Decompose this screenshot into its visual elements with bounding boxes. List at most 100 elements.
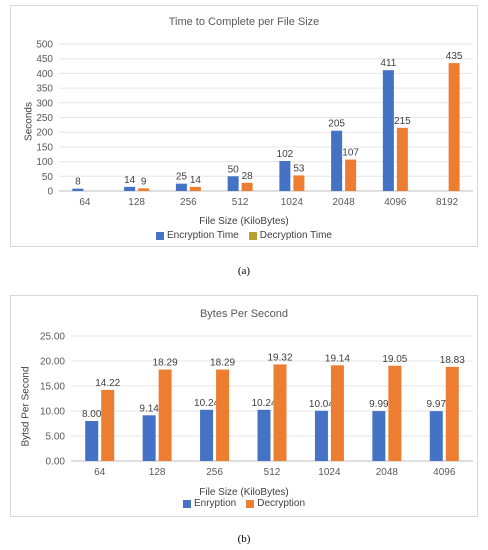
x-tick-label-b: 512 (264, 467, 281, 478)
y-tick-label-a: 450 (36, 54, 53, 65)
x-tick-label-b: 1024 (318, 467, 341, 478)
data-label-b: 14.22 (95, 378, 120, 389)
x-tick-label-b: 64 (94, 467, 106, 478)
y-tick-label-b: 20.00 (40, 357, 65, 368)
y-tick-label-a: 400 (36, 69, 53, 80)
data-label-b: 9.99 (369, 399, 389, 410)
legend-item-encryption-a: Encryption Time (156, 230, 239, 241)
y-tick-label-a: 500 (36, 40, 53, 51)
x-tick-label-a: 2048 (333, 197, 356, 208)
data-label-a: 53 (293, 163, 305, 174)
data-label-b: 9.14 (139, 403, 159, 414)
bar-encryption-b (429, 411, 443, 461)
legend-swatch-decryption-b (246, 499, 255, 508)
data-label-a: 14 (190, 175, 202, 186)
data-label-a: 9 (141, 176, 147, 187)
y-tick-label-b: 25.00 (40, 332, 65, 343)
bar-encryption-a (279, 161, 291, 191)
y-tick-label-a: 200 (36, 128, 53, 139)
plot-area-b: 0.00 5.00 10.00 15.00 20.00 25.00 64 8.00 14.22 1… (40, 332, 473, 478)
y-tick-label-b: 5.00 (46, 432, 66, 443)
x-tick-label-b: 2048 (376, 467, 399, 478)
bar-decryption-b (388, 365, 402, 461)
bar-decryption-b (101, 389, 115, 461)
x-tick-label-b: 256 (206, 467, 223, 478)
bar-encryption-b (314, 410, 328, 461)
legend-label-encryption-b: Enryption (193, 498, 237, 509)
data-label-b: 9.97 (427, 399, 447, 410)
bar-decryption-a (138, 188, 150, 191)
data-label-a: 14 (124, 175, 136, 186)
data-label-b: 8.00 (82, 409, 102, 420)
bar-decryption-b (158, 369, 172, 461)
data-label-a: 28 (242, 171, 254, 182)
bar-decryption-a (241, 182, 253, 191)
y-tick-label-a: 250 (36, 113, 53, 124)
data-label-a: 215 (394, 116, 411, 127)
bar-decryption-a (189, 186, 201, 191)
bar-decryption-b (216, 369, 230, 461)
legend-b: Enryption Decryption (11, 498, 477, 509)
y-tick-label-b: 15.00 (40, 382, 65, 393)
bar-encryption-a (72, 188, 84, 191)
data-label-a: 205 (328, 119, 345, 130)
data-label-a: 102 (277, 149, 294, 160)
data-label-b: 10.24 (194, 398, 219, 409)
chart-title-a: Time to Complete per File Size (168, 16, 320, 28)
y-tick-label-b: 0.00 (46, 457, 66, 468)
chart-title-b: Bytes Per Second (199, 308, 289, 320)
x-tick-label-a: 128 (128, 197, 145, 208)
bar-decryption-a (345, 159, 357, 191)
plot-area-a: 0 50 100 150 200 250 300 350 400 450 500 64 8 128 14 9 2… (36, 40, 473, 208)
data-label-a: 50 (228, 164, 240, 175)
caption-a: (a) (237, 265, 251, 277)
legend-a: Encryption Time Decryption Time (11, 230, 477, 241)
bar-encryption-b (85, 421, 99, 461)
legend-label-decryption-a: Decryption Time (259, 230, 332, 241)
bar-decryption-a (396, 127, 408, 191)
y-tick-label-b: 10.00 (40, 407, 65, 418)
data-label-a: 411 (380, 58, 396, 69)
data-label-b: 10.04 (309, 399, 334, 410)
y-tick-label-a: 150 (36, 142, 53, 153)
x-tick-label-a: 64 (79, 197, 91, 208)
y-tick-label-a: 350 (36, 84, 53, 95)
bar-encryption-a (382, 70, 394, 191)
x-axis-label-b: File Size (KiloBytes) (199, 487, 289, 498)
legend-swatch-encryption-a (156, 231, 165, 240)
data-label-a: 435 (446, 51, 463, 62)
y-tick-label-a: 300 (36, 98, 53, 109)
legend-item-decryption-b: Decryption (246, 498, 305, 509)
y-tick-label-a: 50 (42, 172, 54, 183)
x-axis-label-a: File Size (KiloBytes) (199, 216, 289, 227)
legend-swatch-decryption-a (248, 231, 257, 240)
legend-item-encryption-b: Enryption (182, 498, 237, 509)
legend-label-encryption-a: Encryption Time (167, 230, 239, 241)
x-tick-label-a: 512 (232, 197, 249, 208)
bar-decryption-b (445, 366, 459, 461)
bar-encryption-a (331, 130, 343, 191)
bar-encryption-a (175, 183, 187, 191)
chart-panel-a: Time to Complete per File Size Seconds 0… (10, 5, 478, 247)
legend-item-decryption-a: Decryption Time (248, 230, 332, 241)
y-tick-label-a: 100 (36, 157, 53, 168)
data-label-b: 19.05 (382, 354, 407, 365)
bar-encryption-a (227, 176, 239, 191)
data-label-b: 18.29 (210, 358, 235, 369)
bar-encryption-b (200, 409, 214, 461)
bar-decryption-a (448, 63, 460, 191)
data-label-a: 8 (75, 177, 81, 188)
x-tick-label-a: 1024 (281, 197, 304, 208)
x-tick-label-b: 128 (149, 467, 166, 478)
data-label-b: 18.29 (153, 358, 178, 369)
chart-panel-b: Bytes Per Second Bytsd Per Second 0.00 5.… (10, 295, 478, 517)
data-label-b: 18.83 (440, 355, 465, 366)
data-label-b: 19.14 (325, 353, 350, 364)
data-label-b: 19.32 (267, 352, 292, 363)
bar-encryption-a (124, 186, 136, 191)
bar-decryption-a (293, 175, 305, 191)
data-label-a: 107 (342, 148, 359, 159)
bar-encryption-b (372, 411, 386, 461)
caption-b: (b) (237, 533, 251, 545)
bar-encryption-b (257, 409, 271, 461)
